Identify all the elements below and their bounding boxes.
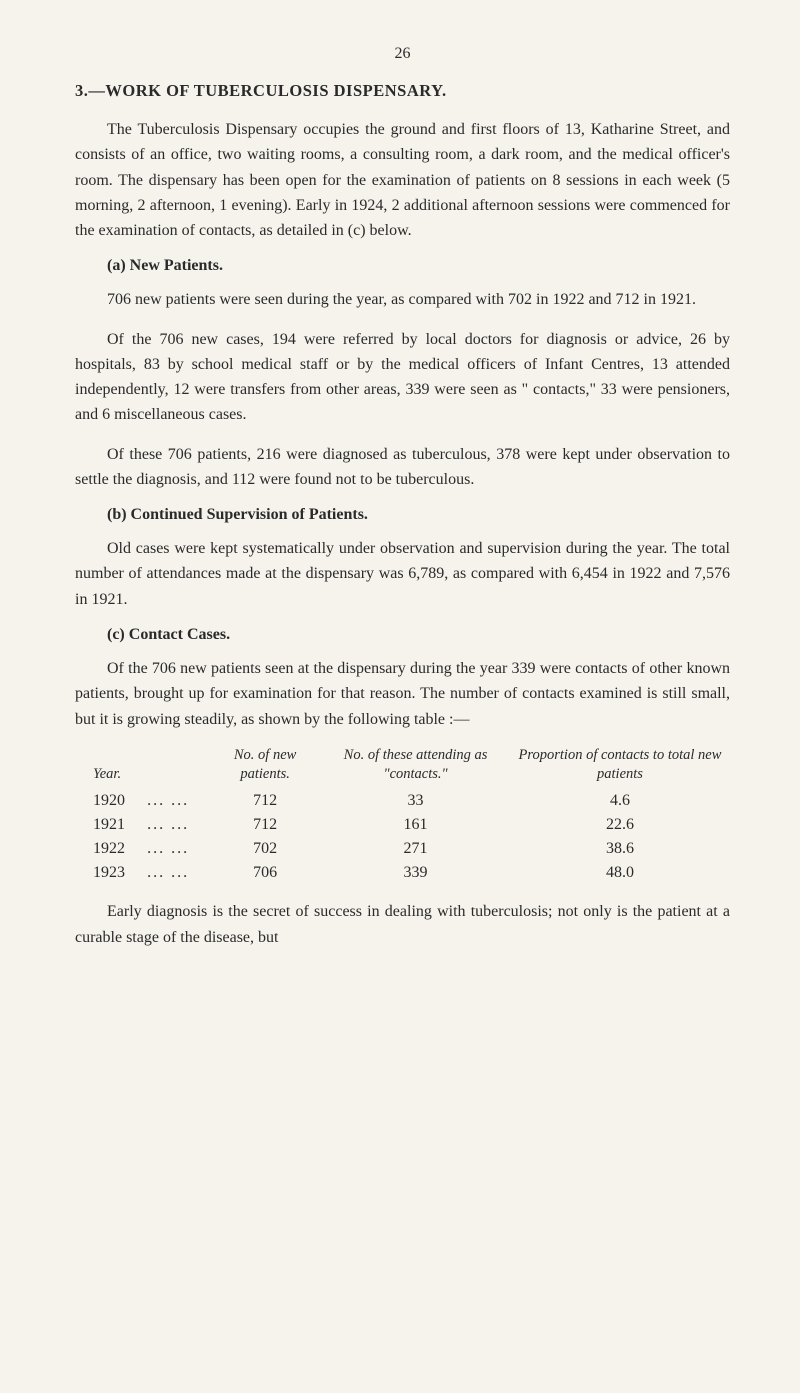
table-row: 1921 ... ... 712 161 22.6 [75,813,730,837]
header-year: Year. [75,746,127,790]
cell-patients: 706 [209,861,321,885]
page-number: 26 [75,45,730,63]
table-row: 1920 ... ... 712 33 4.6 [75,789,730,813]
paragraph-a-2: Of the 706 new cases, 194 were referred … [75,327,730,428]
cell-year: 1921 [75,813,127,837]
cell-dots: ... ... [127,861,209,885]
cell-dots: ... ... [127,789,209,813]
cell-proportion: 48.0 [510,861,730,885]
header-proportion: Proportion of contacts to total new pati… [510,746,730,790]
header-patients: No. of new patients. [209,746,321,790]
cell-dots: ... ... [127,813,209,837]
table-row: 1923 ... ... 706 339 48.0 [75,861,730,885]
table-row: 1922 ... ... 702 271 38.6 [75,837,730,861]
contact-table-wrap: Year. No. of new patients. No. of these … [75,746,730,886]
cell-dots: ... ... [127,837,209,861]
cell-year: 1920 [75,789,127,813]
cell-year: 1923 [75,861,127,885]
paragraph-c-1: Of the 706 new patients seen at the disp… [75,656,730,732]
closing-paragraph: Early diagnosis is the secret of success… [75,899,730,950]
cell-proportion: 38.6 [510,837,730,861]
paragraph-a-3: Of these 706 patients, 216 were diagnose… [75,442,730,493]
subheading-c: (c) Contact Cases. [75,626,730,644]
table-header-row: Year. No. of new patients. No. of these … [75,746,730,790]
intro-paragraph: The Tuberculosis Dispensary occupies the… [75,117,730,243]
header-dots [127,746,209,790]
cell-patients: 712 [209,813,321,837]
cell-patients: 712 [209,789,321,813]
paragraph-b-1: Old cases were kept systematically under… [75,536,730,612]
subheading-a: (a) New Patients. [75,257,730,275]
cell-patients: 702 [209,837,321,861]
cell-proportion: 22.6 [510,813,730,837]
contact-table: Year. No. of new patients. No. of these … [75,746,730,886]
document-page: 26 3.—WORK OF TUBERCULOSIS DISPENSARY. T… [0,0,800,1393]
subheading-b: (b) Continued Supervision of Patients. [75,506,730,524]
cell-attending: 271 [321,837,510,861]
cell-proportion: 4.6 [510,789,730,813]
cell-attending: 339 [321,861,510,885]
header-attending: No. of these attending as "contacts." [321,746,510,790]
section-heading: 3.—WORK OF TUBERCULOSIS DISPENSARY. [75,81,730,101]
cell-year: 1922 [75,837,127,861]
paragraph-a-1: 706 new patients were seen during the ye… [75,287,730,312]
cell-attending: 161 [321,813,510,837]
cell-attending: 33 [321,789,510,813]
